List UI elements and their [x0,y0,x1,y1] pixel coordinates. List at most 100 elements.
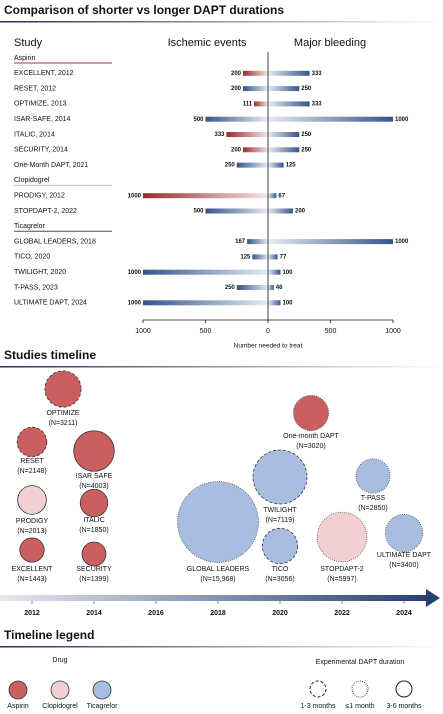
value-label: 250 [301,132,312,138]
bubble-n-label: (N=3020) [296,443,325,450]
series-title: Major bleeding [294,37,366,49]
bubble-n-label: (N=4003) [79,483,108,490]
group-label: Clopidogrel [14,177,50,184]
x-tick-label: 2016 [148,610,164,617]
value-label: 67 [278,193,285,199]
bubble-label: TWILIGHT [263,507,297,514]
category-label: TWILIGHT, 2020 [14,269,66,276]
bubble [261,527,299,565]
bubble-n-label: (N=3400) [389,562,418,569]
group-label: Aspirin [14,55,36,62]
bar [243,147,268,153]
value-label: 250 [301,86,312,92]
value-label: 200 [295,209,306,215]
bubble [19,537,45,563]
bubble-label: ITALIC [83,517,104,524]
value-label: 125 [240,254,251,260]
value-label: 500 [193,209,204,215]
category-label: One-Month DAPT, 2021 [14,162,88,169]
x-tick-label: 2024 [396,610,412,617]
category-label: ITALIC, 2014 [14,131,55,138]
legend-swatch [50,680,70,700]
bar [226,132,268,137]
category-label: ULTIMATE DAPT, 2024 [14,300,87,307]
column-title: Study [14,37,43,49]
x-axis-label: Number needed to treat [234,343,303,350]
bubble [79,488,109,518]
bubble [81,541,107,567]
bar [268,70,310,76]
bar [254,101,268,107]
title-underline [0,366,443,368]
bubble [355,458,391,494]
title-underline [0,646,443,648]
bar [268,269,281,275]
x-tick-label: 2018 [210,610,226,617]
value-label: 125 [286,163,297,169]
bar [268,101,310,107]
bar [247,239,268,245]
legend-swatch [395,680,413,698]
legend-label: Aspirin [7,703,29,710]
bubble-label: RESET [20,458,44,465]
value-label: 1000 [128,300,142,306]
legend-subtitle: Experimental DAPT duration [316,659,405,666]
x-tick-label: 2020 [272,610,288,617]
bubble-n-label: (N=1850) [79,527,108,534]
value-label: 200 [231,86,242,92]
bar [268,193,277,199]
bar [236,285,268,290]
value-label: 77 [280,254,287,260]
legend-label: 3-6 months [386,703,422,710]
bar [143,300,268,306]
bar [236,162,268,168]
bubble-label: T-PASS [361,495,386,502]
bubble-label: One-month DAPT [283,433,339,440]
bubble-n-label: (N=3056) [265,576,294,583]
bar [252,254,268,260]
title-underline [0,21,443,23]
bubble [293,395,329,431]
bar [243,70,268,76]
value-label: 333 [214,132,225,138]
bubble-n-label: (N=5997) [327,576,356,583]
legend-swatch [8,680,28,700]
bar [205,208,268,214]
bubble [252,449,308,505]
bar [243,86,268,92]
x-tick-label: 1000 [135,328,151,335]
x-tick-label: 500 [325,328,337,335]
bubble-label: STOPDAPT-2 [320,566,364,573]
category-label: TICO, 2020 [14,254,50,261]
value-label: 200 [231,71,242,77]
bar [268,116,393,122]
value-label: 200 [231,147,242,153]
value-label: 1000 [128,270,142,276]
value-label: 250 [225,285,236,291]
category-label: ISAR-SAFE, 2014 [14,116,71,123]
x-tick-label: 2012 [24,610,40,617]
bar [268,300,281,306]
value-label: 333 [312,101,323,107]
x-tick-label: 1000 [385,328,401,335]
bubble [44,370,82,408]
bar [268,285,274,290]
legend-swatch [309,680,327,698]
legend-label: 1-3 months [300,703,336,710]
x-tick-label: 2014 [86,610,102,617]
bar [268,86,300,92]
legend-swatch [92,680,112,700]
value-label: 46 [276,285,283,291]
bubble-n-label: (N=1399) [79,576,108,583]
section-title: Studies timeline [4,348,96,362]
category-label: GLOBAL LEADERS, 2018 [14,238,96,245]
value-label: 500 [193,117,204,123]
bar [268,132,300,137]
bar [268,162,284,168]
category-label: OPTIMIZE, 2013 [14,101,67,108]
bubble-label: OPTIMIZE [46,410,79,417]
bubble-n-label: (N=15,968) [200,576,235,583]
bubble [316,511,368,563]
bar [268,239,393,245]
